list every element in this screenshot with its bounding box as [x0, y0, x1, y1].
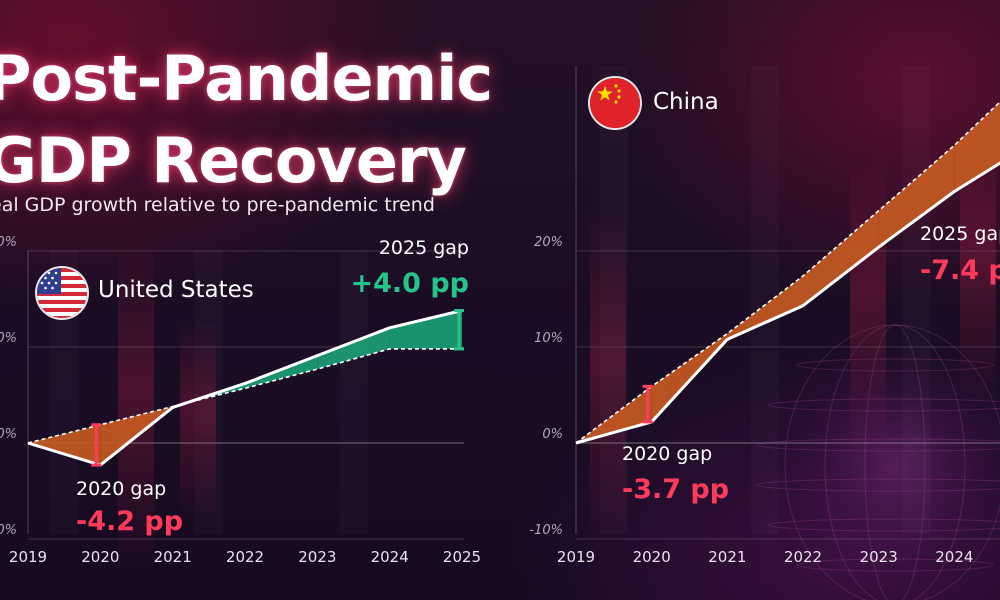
globe-latitude	[755, 478, 1000, 492]
us-x-tick-label: 2020	[81, 548, 119, 566]
us-gap-area	[389, 310, 462, 349]
china-flag-icon	[590, 78, 640, 128]
us-y-tick-label: 0%	[0, 523, 17, 538]
us-flag-icon	[37, 268, 87, 318]
us-annotation-value: -4.2 pp	[76, 506, 183, 537]
china-y-tick-label: 20%	[534, 235, 563, 250]
china-gap-area	[727, 275, 803, 340]
china-column-band	[903, 66, 931, 534]
title-line-2: GDP Recovery	[0, 124, 467, 197]
china-annotation-value: -7.4 pp	[920, 255, 1000, 286]
globe-latitude	[768, 518, 1000, 532]
china-x-tick-label: 2021	[708, 548, 746, 566]
china-x-tick-label: 2020	[633, 548, 671, 566]
globe-latitude	[768, 398, 1000, 412]
subtitle: eal GDP growth relative to pre-pandemic …	[0, 194, 435, 216]
us-x-tick-label: 2019	[9, 548, 47, 566]
globe-grid	[755, 324, 1000, 600]
china-x-tick-label: 2019	[557, 548, 595, 566]
china-annotation-heading: 2020 gap	[622, 443, 712, 465]
us-annotation-heading: 2025 gap	[379, 237, 469, 259]
china-chart: -10%0%10%20%2019202020212022202320242202…	[529, 66, 1000, 566]
us-y-tick-label: 0%	[0, 427, 17, 442]
us-trend-line	[27, 348, 462, 444]
china-y-tick-label: 0%	[542, 427, 563, 442]
bg-stripe	[590, 210, 626, 540]
globe-meridian	[864, 324, 926, 600]
bg-stripe	[118, 235, 154, 575]
us-chart: 0% 0% 0% 0% 2019 2020 2021 2022 2023 2024 2025 2020…	[0, 235, 481, 566]
china-y-tick-label: 10%	[534, 331, 563, 346]
china-x-tick-label: 2024	[935, 548, 973, 566]
us-x-tick-label: 2025	[443, 548, 481, 566]
us-y-tick-label: 0%	[0, 331, 17, 346]
us-annotation-heading: 2020 gap	[76, 478, 166, 500]
china-annotation-heading: 2025 gap	[920, 223, 1000, 245]
china-y-tick-label: -10%	[529, 523, 563, 538]
globe-latitude	[755, 438, 1000, 452]
china-x-tick-label: 2023	[860, 548, 898, 566]
globe-decor	[755, 325, 1000, 600]
china-x-tick-label: 2022	[784, 548, 822, 566]
china-country-label: China	[653, 89, 719, 115]
china-gap-area	[878, 145, 955, 248]
china-annotation-value: -3.7 pp	[622, 474, 729, 505]
us-x-tick-label: 2023	[298, 548, 336, 566]
us-gap-area	[317, 327, 390, 370]
us-country-label: United States	[98, 277, 254, 303]
globe-meridian	[784, 324, 1000, 600]
china-gap-area	[803, 210, 879, 306]
us-y-tick-label: 0%	[0, 235, 17, 250]
us-x-tick-label: 2024	[371, 548, 409, 566]
us-gap-area	[28, 424, 101, 466]
us-annotation-value: +4.0 pp	[350, 268, 469, 299]
bg-stripe	[180, 320, 216, 520]
us-x-tick-label: 2022	[226, 548, 264, 566]
globe-meridian	[824, 324, 966, 600]
us-x-tick-label: 2021	[154, 548, 192, 566]
globe-latitude	[796, 558, 994, 572]
globe-latitude	[796, 358, 994, 372]
title-line-1: Post-Pandemic	[0, 42, 493, 115]
